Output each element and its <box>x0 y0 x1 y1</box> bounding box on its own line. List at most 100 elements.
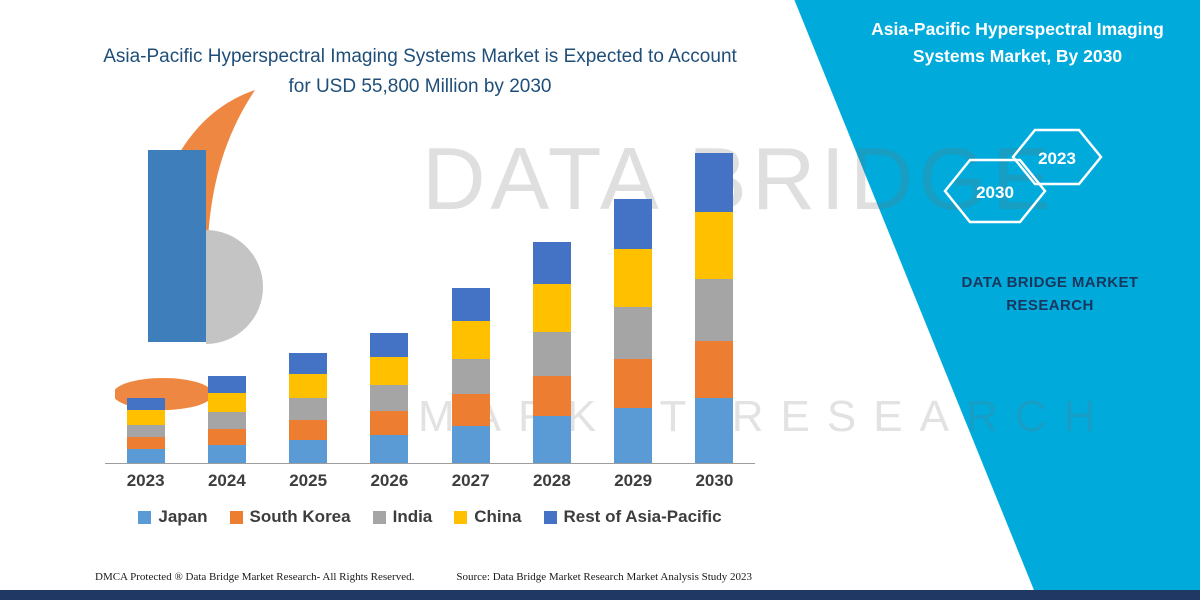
bar-2029-segment-japan <box>614 407 653 463</box>
bar-2030 <box>695 130 734 463</box>
bar-2023-segment-china <box>126 410 165 425</box>
side-panel-heading-line2: Systems Market, By 2030 <box>912 46 1123 67</box>
legend-label-india: India <box>392 507 433 526</box>
bar-2028-segment-japan <box>532 416 571 463</box>
bar-2028 <box>532 130 571 463</box>
bar-2029-segment-rest-of-asia-pacific <box>614 199 653 250</box>
bar-2023-segment-rest-of-asia-pacific <box>126 398 165 411</box>
bar-2030-segment-india <box>695 278 734 341</box>
hexagon-2023-label: 2023 <box>1038 149 1076 168</box>
bar-2024-segment-rest-of-asia-pacific <box>207 376 246 394</box>
bar-2025 <box>289 130 328 463</box>
bar-2026-segment-china <box>370 357 409 386</box>
plot-area <box>105 130 755 464</box>
bar-2030-segment-south-korea <box>695 340 734 398</box>
bar-slot-2025 <box>268 130 349 463</box>
side-panel-heading-line1: Asia-Pacific Hyperspectral Imaging <box>871 19 1164 39</box>
bar-2023-segment-japan <box>126 449 165 463</box>
year-hexagons: 2030 2023 <box>943 128 1103 224</box>
bar-2027-segment-south-korea <box>451 393 490 426</box>
bar-2027 <box>451 130 490 463</box>
bar-2024-segment-china <box>207 393 246 412</box>
bar-2029 <box>614 130 653 463</box>
bar-2025-segment-south-korea <box>289 419 328 440</box>
legend-item-south-korea: South Korea <box>229 507 351 527</box>
x-label-2027: 2027 <box>451 471 490 490</box>
bar-2026 <box>370 130 409 463</box>
bar-2024-segment-japan <box>207 444 246 463</box>
dmca-text: DMCA Protected ® Data Bridge Market Rese… <box>95 571 415 583</box>
brand-text-line1: DATA BRIDGE MARKET <box>961 274 1139 291</box>
x-label-2030: 2030 <box>695 471 734 490</box>
bar-2029-segment-south-korea <box>614 359 653 408</box>
footer: DMCA Protected ® Data Bridge Market Rese… <box>95 571 752 583</box>
chart-title: Asia-Pacific Hyperspectral Imaging Syste… <box>60 42 780 103</box>
bar-slot-2029 <box>593 130 674 463</box>
chart-title-line2: for USD 55,800 Million by 2030 <box>288 76 552 98</box>
bar-2024-segment-india <box>207 411 246 430</box>
source-text: Source: Data Bridge Market Research Mark… <box>456 571 753 583</box>
x-label-2023: 2023 <box>126 471 165 490</box>
bar-2030-segment-rest-of-asia-pacific <box>695 153 734 212</box>
brand-text-line2: RESEARCH <box>1006 296 1094 314</box>
hexagon-2030-label: 2030 <box>976 183 1014 202</box>
bar-2026-segment-south-korea <box>370 411 409 436</box>
legend-label-japan: Japan <box>158 507 208 526</box>
bar-slot-2024 <box>186 130 267 463</box>
legend-item-rest-of-asia-pacific: Rest of Asia-Pacific <box>543 507 722 527</box>
bar-2028-segment-south-korea <box>532 375 571 417</box>
bar-2030-segment-japan <box>695 397 734 463</box>
bar-2029-segment-china <box>614 249 653 307</box>
bar-2027-segment-japan <box>451 425 490 463</box>
chart-title-line1: Asia-Pacific Hyperspectral Imaging Syste… <box>103 46 737 67</box>
bar-2025-segment-india <box>289 397 328 420</box>
stacked-bar-chart: 2023 2024 2025 2026 2027 2028 2029 2030 Japan So… <box>105 130 755 527</box>
x-label-2029: 2029 <box>614 471 653 490</box>
bar-2025-segment-japan <box>289 439 328 463</box>
x-label-2026: 2026 <box>370 471 409 490</box>
legend-item-japan: Japan <box>138 507 208 527</box>
watermark-line1: DATA BRIDGE <box>422 129 1056 228</box>
bar-2027-segment-rest-of-asia-pacific <box>451 287 490 321</box>
x-label-2025: 2025 <box>289 471 328 490</box>
bar-2023 <box>126 130 165 463</box>
bar-2023-segment-india <box>126 424 165 438</box>
bar-slot-2027 <box>430 130 511 463</box>
legend-swatch-india <box>372 510 386 524</box>
legend-swatch-china <box>454 510 468 524</box>
logo-blue-bar <box>148 150 206 342</box>
bar-2028-segment-rest-of-asia-pacific <box>532 242 571 284</box>
legend-item-china: China <box>454 507 522 527</box>
bar-slot-2023 <box>105 130 186 463</box>
brand-text: DATA BRIDGE MARKET RESEARCH <box>930 272 1170 317</box>
side-panel-heading: Asia-Pacific Hyperspectral Imaging Syste… <box>845 16 1190 70</box>
bar-2023-segment-south-korea <box>126 437 165 450</box>
hexagon-2030 <box>943 158 1047 224</box>
logo-gray-halfdisc <box>206 230 263 344</box>
legend-label-south-korea: South Korea <box>249 507 351 526</box>
bar-2029-segment-india <box>614 306 653 360</box>
watermark-line2: MARKET RESEARCH <box>418 392 1113 441</box>
x-label-2028: 2028 <box>532 471 571 490</box>
bar-2027-segment-india <box>451 358 490 394</box>
bar-2024 <box>207 130 246 463</box>
bar-slot-2028 <box>511 130 592 463</box>
legend-item-india: India <box>372 507 433 527</box>
bar-slot-2026 <box>349 130 430 463</box>
legend-swatch-japan <box>138 510 152 524</box>
bottom-navy-bar <box>0 590 1200 600</box>
legend-swatch-south-korea <box>229 510 243 524</box>
bar-2024-segment-south-korea <box>207 429 246 445</box>
bar-2028-segment-china <box>532 283 571 332</box>
bar-2026-segment-rest-of-asia-pacific <box>370 332 409 358</box>
x-label-2024: 2024 <box>207 471 246 490</box>
hexagon-2023 <box>1011 128 1103 186</box>
legend: Japan South Korea India China Rest of Asia-P… <box>105 507 755 527</box>
bar-2026-segment-japan <box>370 435 409 463</box>
bar-2027-segment-china <box>451 320 490 359</box>
bar-2030-segment-china <box>695 211 734 279</box>
bar-2028-segment-india <box>532 331 571 376</box>
bar-2026-segment-india <box>370 385 409 412</box>
legend-label-rest-of-asia-pacific: Rest of Asia-Pacific <box>563 507 722 526</box>
